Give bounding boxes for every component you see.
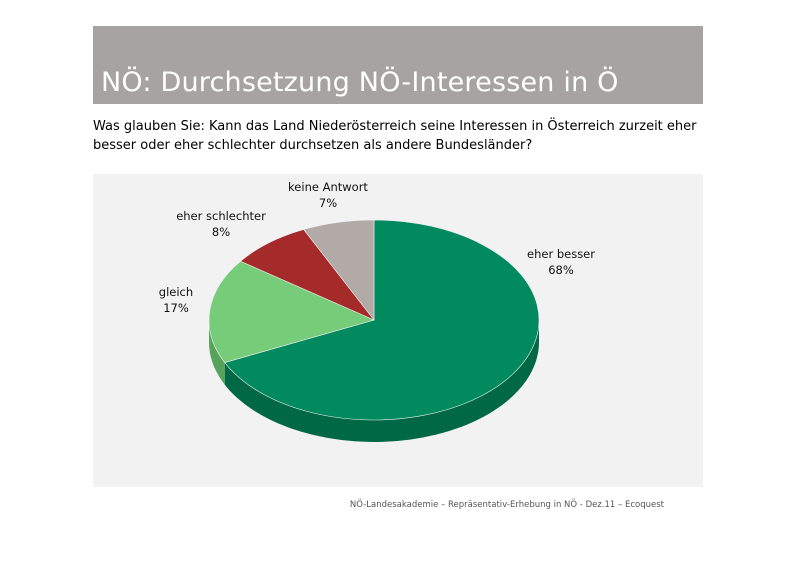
pie-chart: eher besser 68% gleich 17% eher schlechter 8%… [159,180,595,442]
slice-value-3: 7% [319,196,337,210]
pie-labels: eher besser 68% gleich 17% eher schlechter 8%… [159,180,595,315]
title-bar: NÖ: Durchsetzung NÖ-Interessen in Ö [93,26,703,104]
slice-label-0: eher besser [527,247,595,261]
pie-slice-side-1 [209,320,225,385]
survey-question: Was glauben Sie: Kann das Land Niederöst… [93,117,713,155]
slice-label-2: eher schlechter [176,209,266,223]
slice-value-1: 17% [163,301,189,315]
pie-slice-1 [208,260,375,363]
question-line-2: besser oder eher schlechter durchsetzen … [93,138,533,153]
pie-slice-side-0 [224,320,539,442]
pie-tops [208,219,540,421]
pie-sides [209,320,539,442]
question-line-1: Was glauben Sie: Kann das Land Niederöst… [93,119,697,134]
slide-title: NÖ: Durchsetzung NÖ-Interessen in Ö [101,67,619,98]
pie-slice-3 [303,219,375,321]
slice-value-0: 68% [548,263,574,277]
chart-area: eher besser 68% gleich 17% eher schlechter 8%… [93,174,703,487]
pie-slice-0 [224,219,540,421]
slice-label-3: keine Antwort [288,180,368,194]
slice-value-2: 8% [212,225,230,239]
slice-label-1: gleich [159,285,193,299]
source-footer: NÖ-Landesakademie – Repräsentativ-Erhebu… [349,500,664,510]
